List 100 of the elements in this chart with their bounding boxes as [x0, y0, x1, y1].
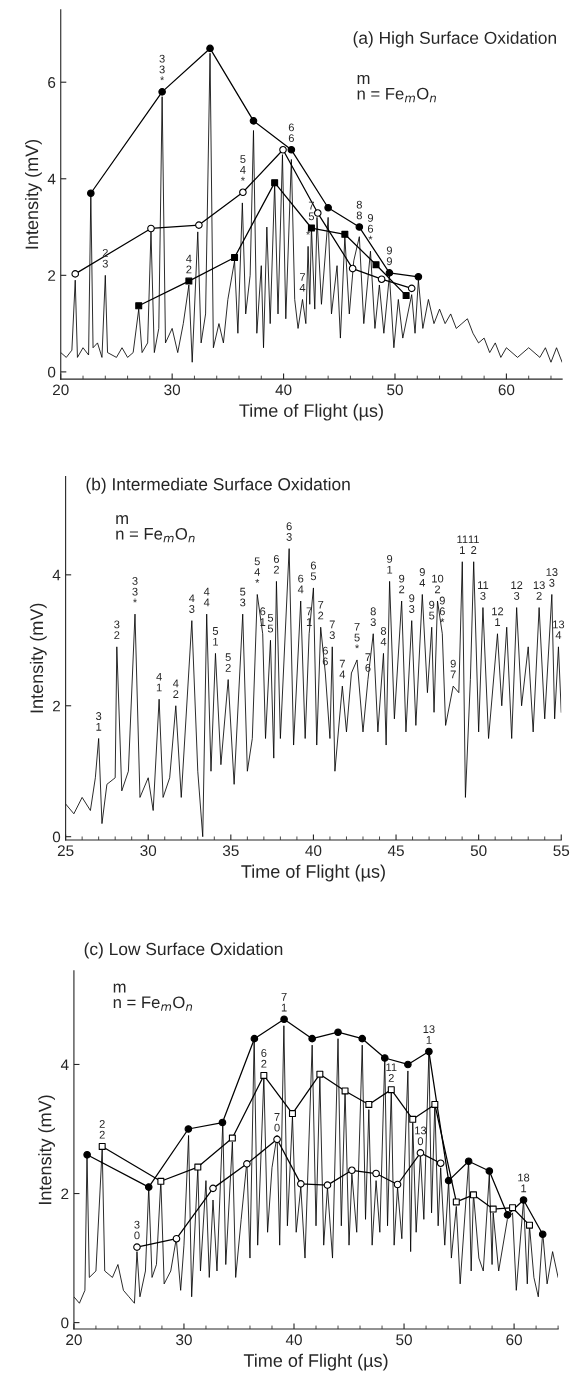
annotation: 12 1: [492, 607, 504, 626]
annotation: 9 4: [419, 568, 426, 587]
annotation: 9 1: [387, 555, 393, 574]
annotation: 13 0: [415, 1126, 427, 1146]
annotation: 7 3: [329, 620, 335, 640]
annotation: 3 3 *: [159, 54, 165, 81]
annotation: 6 4: [297, 574, 304, 594]
annotation: 13 2: [533, 581, 545, 600]
x-tick-label: 50: [396, 1334, 412, 1346]
annotation: 8 3: [370, 607, 376, 626]
annotation: 5 5: [267, 614, 274, 633]
annotation: 7 5: [308, 201, 315, 221]
annotation: 9 2: [399, 574, 405, 594]
annotation: 5 2: [225, 653, 231, 672]
annotation: 4 2: [186, 254, 192, 274]
annotation: 5 1: [212, 627, 219, 646]
annotation: 18 1: [518, 1173, 530, 1193]
annotation: *: [306, 230, 311, 235]
annotation: 7 4: [299, 273, 306, 292]
annotation: 3 0: [134, 1220, 140, 1240]
annotation: 6 1: [260, 607, 266, 626]
annotation: 11 2: [386, 1063, 397, 1082]
x-tick-label: 35: [222, 845, 239, 857]
y-tick-label: 2: [61, 1188, 69, 1200]
x-axis-title: Time of Flight (µs): [243, 1353, 388, 1371]
annotation: 8 8: [356, 200, 362, 220]
y-axis-title: Intensity (mV): [24, 139, 42, 249]
annotation: 4 1: [156, 672, 162, 692]
x-tick-label: 40: [305, 845, 322, 857]
annotation: 8 4: [380, 627, 387, 646]
x-tick-label: 55: [553, 845, 570, 857]
x-tick-label: 40: [285, 1334, 302, 1346]
annotation: 4 4: [203, 587, 210, 607]
x-tick-label: 30: [176, 1334, 192, 1346]
y-tick-label: 6: [48, 77, 56, 88]
annotation: 10 2: [432, 574, 444, 594]
annotation: 7 4: [339, 659, 346, 679]
annotation: m n = Fe$_{m}$O$_{n}$: [116, 515, 195, 543]
annotation: 6 6: [322, 646, 328, 666]
x-tick-label: 60: [498, 384, 515, 396]
annotation: 4 3: [189, 594, 195, 613]
annotation: 6 3: [286, 522, 292, 541]
x-tick-label: 20: [53, 384, 69, 396]
annotation: 9 7: [450, 659, 456, 679]
y-tick-label: 4: [47, 173, 56, 185]
y-axis-title: Intensity (mV): [29, 603, 47, 713]
x-tick-label: 20: [66, 1334, 82, 1346]
x-tick-label: 45: [387, 845, 404, 857]
annotation: 7 1: [281, 993, 287, 1012]
annotation: 11 2: [468, 535, 479, 554]
x-tick-label: 50: [387, 384, 403, 396]
annotation: 12 3: [511, 581, 523, 600]
annotation: m n = Fe$_{m}$O$_{n}$: [357, 74, 436, 103]
chart-title: (b) Intermediate Surface Oxidation: [86, 477, 350, 494]
y-axis-title: Intensity (mV): [38, 1095, 55, 1204]
chart-title: (c) Low Surface Oxidation: [84, 942, 283, 959]
x-tick-label: 40: [275, 384, 292, 396]
y-tick-label: 2: [53, 700, 60, 712]
annotation: 5 4 *: [240, 155, 246, 181]
annotation: 9 6 *: [439, 596, 445, 623]
y-tick-label: 2: [48, 270, 56, 281]
x-tick-label: 50: [470, 845, 487, 857]
y-tick-label: 4: [60, 1059, 69, 1071]
annotation: 11 1: [457, 535, 468, 554]
text: (a) High Surface Oxidation: [353, 31, 556, 48]
annotation: 5 4 *: [254, 557, 261, 583]
annotation: 9 9: [386, 246, 392, 266]
annotation: 2 3: [102, 248, 108, 268]
y-tick-label: 4: [52, 569, 61, 581]
x-axis-title: Time of Flight (µs): [239, 403, 383, 421]
annotation: 6 5: [310, 561, 317, 581]
x-tick-label: 25: [57, 845, 74, 857]
annotation: 13 1: [423, 1025, 435, 1044]
annotation: 13 4: [553, 620, 565, 639]
x-tick-label: 60: [506, 1334, 522, 1346]
annotation: 9 6 *: [367, 214, 374, 240]
annotation: 6 2: [261, 1049, 267, 1068]
x-tick-label: 30: [164, 384, 181, 396]
annotation: 7 2: [318, 600, 324, 620]
annotation: 9 3: [409, 594, 415, 613]
annotation: 9 5: [429, 600, 435, 620]
annotation: 3 2: [114, 620, 120, 639]
x-axis-title: Time of Flight (µs): [241, 864, 385, 882]
annotation: 4 2: [172, 679, 179, 698]
annotation: m n = Fe$_{m}$O$_{n}$: [113, 983, 193, 1011]
annotation: 6 2: [273, 555, 280, 574]
annotation: 5 3: [240, 587, 246, 607]
x-tick-label: 30: [140, 845, 157, 857]
annotation: 2 2: [99, 1120, 105, 1139]
annotation: 11 3: [478, 581, 489, 600]
annotation: 7 0: [274, 1113, 280, 1132]
annotation: 3 1: [95, 712, 102, 731]
annotation: 7 5 *: [354, 622, 360, 649]
y-tick-label: 0: [61, 1317, 69, 1329]
annotation: 3 3 *: [132, 576, 138, 603]
annotation: 13 3: [546, 568, 558, 587]
annotation: 7 1: [306, 607, 312, 626]
y-tick-label: 0: [47, 366, 56, 378]
y-tick-label: 0: [52, 831, 61, 843]
annotation: 6 6: [288, 123, 294, 143]
